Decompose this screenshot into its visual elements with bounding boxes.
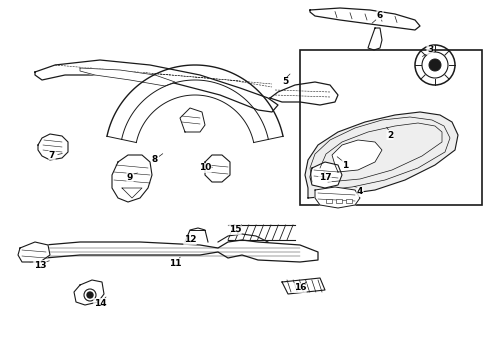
Text: 7: 7 (49, 150, 55, 159)
Polygon shape (305, 112, 458, 198)
Polygon shape (205, 155, 230, 182)
Text: 8: 8 (152, 156, 158, 165)
Text: 17: 17 (318, 172, 331, 181)
Polygon shape (310, 162, 342, 188)
Polygon shape (315, 187, 360, 208)
Polygon shape (180, 108, 205, 132)
Text: 3: 3 (427, 45, 433, 54)
Polygon shape (80, 68, 175, 86)
Polygon shape (28, 240, 318, 262)
Bar (336, 199, 342, 203)
Bar (300, 50, 482, 205)
Bar (346, 199, 352, 203)
Polygon shape (38, 134, 68, 160)
Polygon shape (74, 280, 104, 305)
Text: 9: 9 (127, 172, 133, 181)
Polygon shape (332, 140, 382, 172)
Polygon shape (282, 278, 325, 294)
Text: 5: 5 (282, 77, 288, 86)
Text: 6: 6 (377, 10, 383, 19)
Text: 16: 16 (294, 284, 306, 292)
Polygon shape (112, 155, 152, 202)
Text: 11: 11 (169, 258, 181, 267)
Polygon shape (270, 82, 338, 105)
Text: 10: 10 (199, 163, 211, 172)
Text: 4: 4 (357, 188, 363, 197)
Polygon shape (368, 28, 382, 50)
Circle shape (87, 292, 93, 298)
Text: 13: 13 (34, 261, 46, 270)
Bar (326, 199, 332, 203)
Text: 2: 2 (387, 130, 393, 139)
Polygon shape (310, 8, 420, 30)
Circle shape (429, 59, 441, 71)
Text: 15: 15 (229, 225, 241, 234)
Text: 1: 1 (342, 161, 348, 170)
Text: 12: 12 (184, 235, 196, 244)
Polygon shape (35, 60, 278, 112)
Text: 14: 14 (94, 298, 106, 307)
Polygon shape (18, 242, 50, 262)
